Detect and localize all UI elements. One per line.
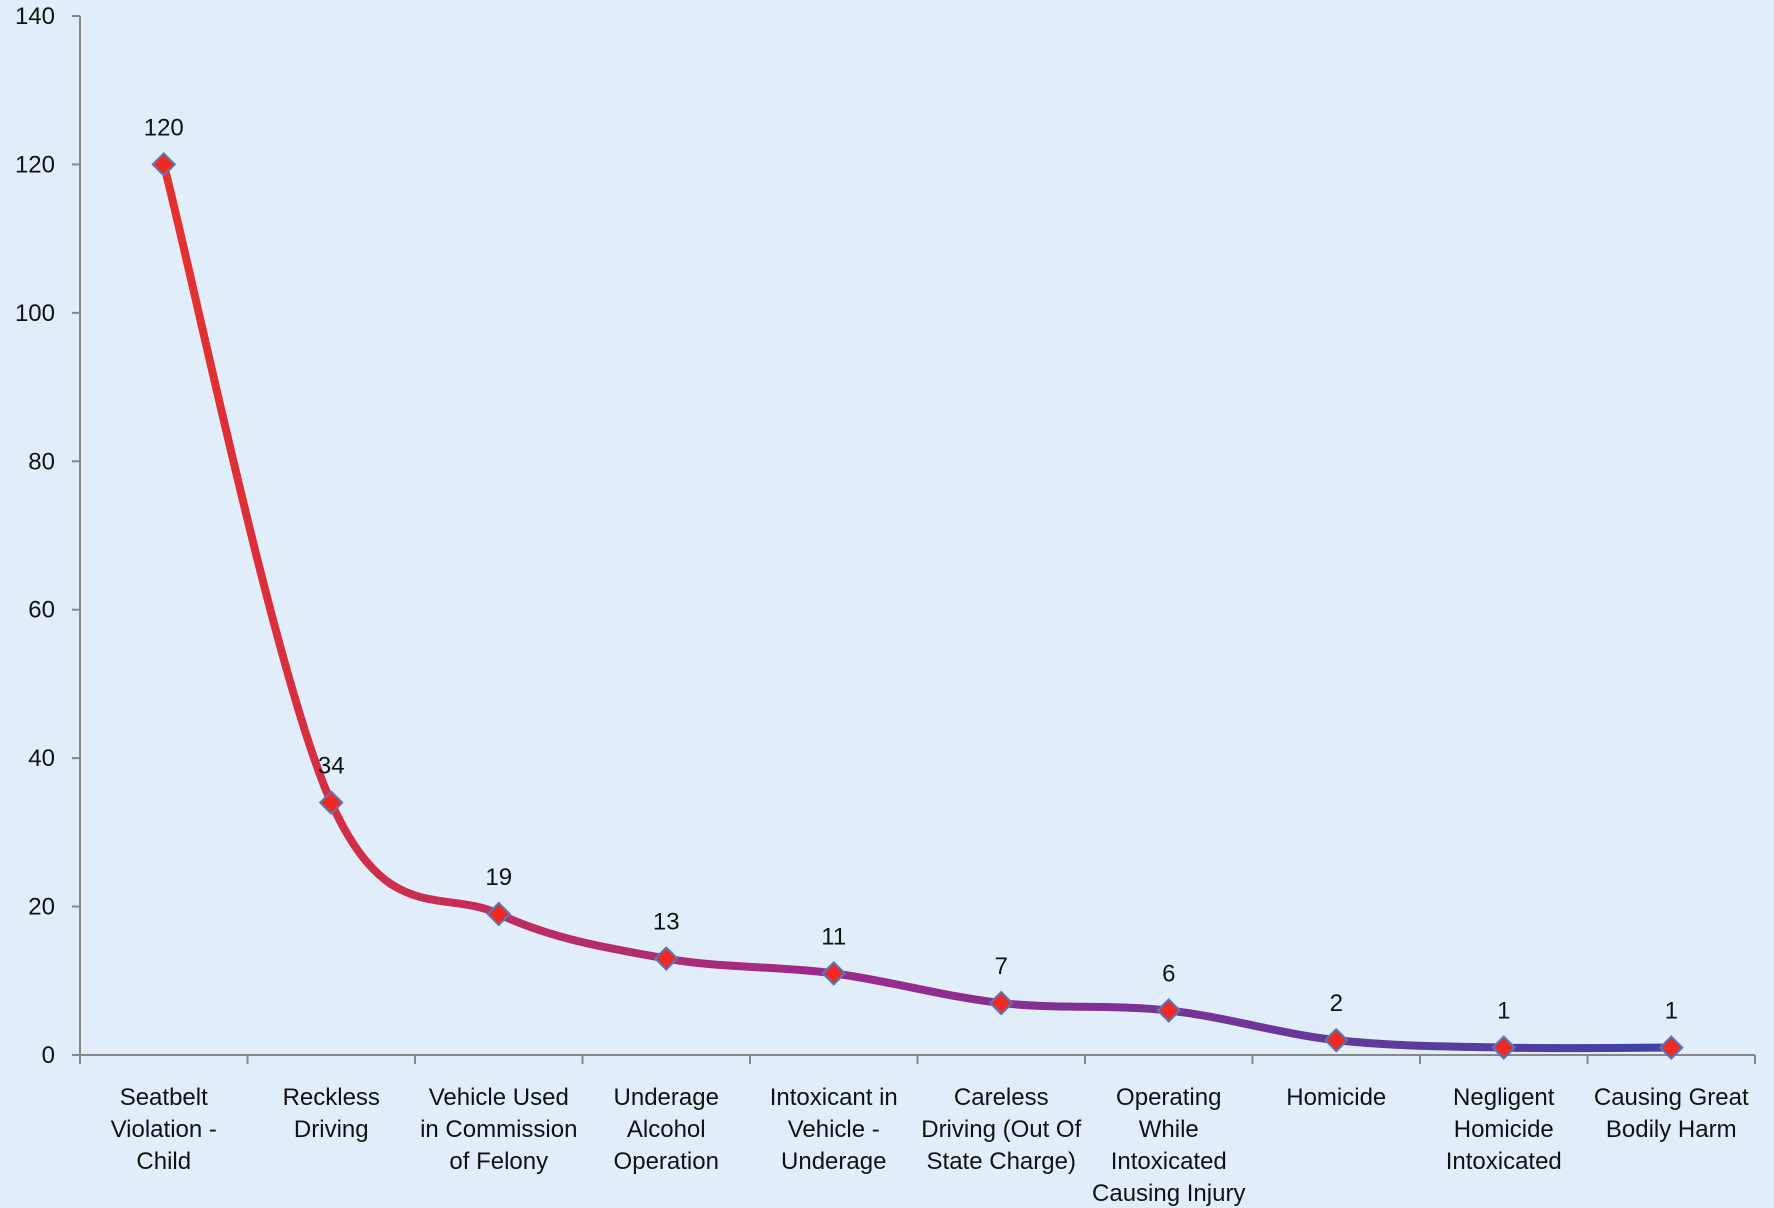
data-label: 2 xyxy=(1330,990,1343,1017)
data-markers xyxy=(151,152,1684,1060)
x-tick-label: Vehicle Used in Commission of Felony xyxy=(420,1084,577,1175)
data-point-marker xyxy=(1658,1035,1684,1060)
x-tick-label: Careless Driving (Out Of State Charge) xyxy=(921,1084,1081,1175)
x-tick-label: Intoxicant in Vehicle -Underage xyxy=(770,1084,898,1175)
y-tick-label: 60 xyxy=(28,597,55,624)
data-label: 1 xyxy=(1665,998,1678,1025)
data-point-marker xyxy=(821,960,847,986)
x-tick-label: Operating While Intoxicated Causing Injury xyxy=(1092,1084,1245,1207)
data-point-marker xyxy=(1491,1035,1517,1060)
data-label: 6 xyxy=(1162,960,1175,987)
x-tick-label: Causing Great Bodily Harm xyxy=(1594,1084,1749,1143)
data-label: 13 xyxy=(653,909,680,936)
y-tick-label: 140 xyxy=(15,3,55,30)
data-label: 19 xyxy=(485,864,512,891)
y-tick-label: 100 xyxy=(15,300,55,327)
data-label: 120 xyxy=(144,114,184,141)
y-tick-label: 120 xyxy=(15,151,55,178)
axes xyxy=(79,16,1755,1056)
x-tick-label: Reckless Driving xyxy=(283,1084,380,1143)
y-tick-label: 80 xyxy=(28,448,55,475)
y-axis-ticks: 0 20 40 60 80 100 120 140 xyxy=(15,3,80,1069)
data-point-marker xyxy=(1323,1027,1349,1053)
x-tick-label: Homicide xyxy=(1286,1084,1386,1111)
data-point-marker xyxy=(653,946,679,971)
x-axis-ticks: Seatbelt Violation -Child Reckless Driving V… xyxy=(79,1055,1756,1207)
data-point-marker xyxy=(318,790,344,816)
data-label: 7 xyxy=(995,953,1008,980)
y-tick-label: 0 xyxy=(42,1042,55,1069)
x-tick-label: Negligent Homicide Intoxicated xyxy=(1446,1084,1562,1175)
y-tick-label: 40 xyxy=(28,745,55,772)
data-point-marker xyxy=(486,901,512,927)
data-point-marker xyxy=(1156,998,1182,1023)
x-tick-label: Seatbelt Violation -Child xyxy=(111,1084,217,1175)
y-tick-label: 20 xyxy=(28,894,55,921)
data-point-marker xyxy=(151,152,177,177)
series-line xyxy=(159,160,1676,1053)
data-point-marker xyxy=(988,990,1014,1016)
x-tick-label: Underage Alcohol Operation xyxy=(614,1084,719,1175)
data-label: 34 xyxy=(318,753,345,780)
data-label: 11 xyxy=(821,923,846,950)
data-label: 1 xyxy=(1497,998,1510,1025)
